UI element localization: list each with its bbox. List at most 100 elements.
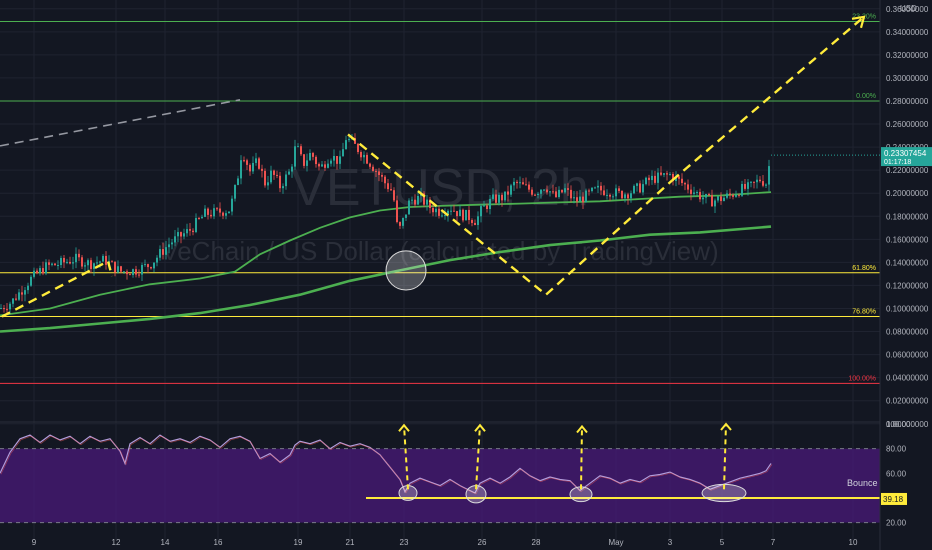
candle-body [48, 262, 50, 265]
candle-body [387, 183, 389, 190]
candle-body [210, 214, 212, 217]
candle-body [303, 154, 305, 166]
candle-body [702, 197, 704, 200]
price-axis[interactable]: 0.36000000 0.34000000 0.32000000 0.30000000… [771, 5, 932, 429]
candle-body [468, 209, 470, 220]
candle-body [645, 177, 647, 185]
candle-body [360, 151, 362, 158]
candle-body [132, 269, 134, 276]
price-tick-label: 0.32000000 [886, 51, 929, 60]
projection-path [347, 133, 673, 297]
rsi-tick-label: 80.00 [886, 445, 907, 454]
candle-body [261, 168, 263, 171]
moving-averages [0, 191, 772, 333]
candle-body [246, 160, 248, 165]
candle-body [252, 162, 254, 172]
candle-body [408, 200, 410, 215]
rsi-arrow-shaft [580, 426, 583, 490]
candle-body [354, 138, 356, 144]
candle-body [192, 230, 194, 233]
candle-body [288, 171, 290, 175]
price-tick-label: 0.08000000 [886, 328, 929, 337]
price-tick-label: 0.30000000 [886, 74, 929, 83]
candle-body [405, 214, 407, 218]
price-tick-label: 0.02000000 [886, 397, 929, 406]
candle-body [663, 173, 665, 175]
price-tick-label: 0.34000000 [886, 28, 929, 37]
candle-body [414, 199, 416, 205]
candle-body [561, 189, 563, 193]
candle-body [18, 292, 20, 300]
time-tick-label: 9 [32, 538, 37, 547]
candle-body [567, 188, 569, 190]
candle-body [597, 185, 599, 188]
candle-body [141, 265, 143, 275]
candle-body [105, 255, 107, 265]
candle-body [291, 166, 293, 172]
candle-body [528, 184, 530, 190]
candle-body [330, 160, 332, 164]
candle-body [90, 260, 92, 269]
candle-body [564, 188, 566, 193]
candle-body [174, 236, 176, 243]
candle-body [195, 217, 197, 233]
time-axis[interactable]: 9 12 14 16 19 21 23 26 28 May 3 5 7 10 [32, 538, 858, 547]
candle-body [762, 181, 764, 186]
candle-body [147, 264, 149, 268]
candle-body [432, 208, 434, 213]
rsi-arrowhead [474, 423, 486, 432]
candle-body [51, 263, 53, 265]
candle-body [384, 176, 386, 184]
rsi-arrowhead [576, 424, 588, 434]
candle-body [552, 191, 554, 193]
candle-body [42, 268, 44, 274]
candle-body [99, 261, 101, 263]
candle-body [717, 196, 719, 201]
candle-body [606, 194, 608, 196]
fib-level-label: 76.80% [852, 309, 876, 316]
candle-body [435, 208, 437, 213]
rsi-panel [0, 422, 880, 524]
candle-body [114, 261, 116, 273]
candle-body [705, 193, 707, 198]
candle-body [495, 194, 497, 203]
candle-body [678, 176, 680, 179]
candle-body [666, 173, 668, 175]
candle-body [462, 209, 464, 221]
candle-body [363, 154, 365, 158]
candle-body [738, 194, 740, 196]
current-price-tag [881, 147, 932, 167]
candle-body [375, 170, 377, 172]
candle-body [684, 183, 686, 185]
candle-body [36, 270, 38, 274]
candle-body [24, 290, 26, 295]
candle-body [603, 190, 605, 196]
candle-body [558, 189, 560, 197]
candle-body [249, 164, 251, 172]
candle-body [609, 194, 611, 197]
candle-body [402, 217, 404, 226]
fib-level-label: 0.00% [856, 93, 876, 100]
candle-body [729, 193, 731, 196]
candle-body [450, 210, 452, 212]
current-price-countdown: 01:17:18 [884, 159, 911, 166]
candle-body [624, 194, 626, 199]
candle-body [297, 146, 299, 148]
candle-body [183, 233, 185, 237]
price-tick-label: 0.26000000 [886, 120, 929, 129]
candle-body [441, 215, 443, 217]
candle-body [486, 205, 488, 210]
candle-body [750, 181, 752, 183]
candle-body [333, 155, 335, 161]
time-tick-label: 23 [400, 538, 409, 547]
candle-body [369, 163, 371, 167]
candle-body [720, 196, 722, 202]
candle-body [516, 181, 518, 184]
fib-level-label: 100.00% [848, 375, 876, 382]
candle-body [150, 267, 152, 269]
candle-body [723, 197, 725, 202]
price-tick-label: 0.20000000 [886, 189, 929, 198]
candle-body [216, 208, 218, 210]
